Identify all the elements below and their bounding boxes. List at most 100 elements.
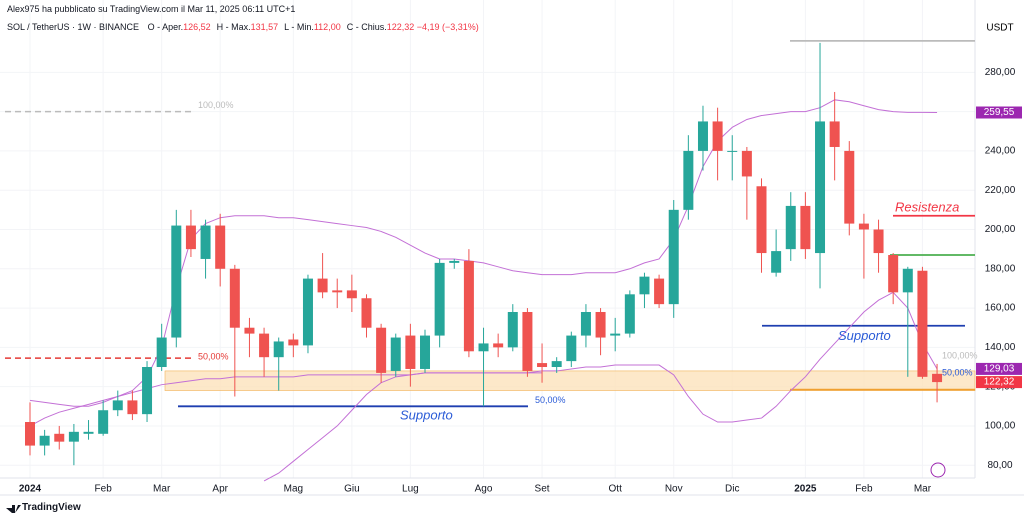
price-tag — [976, 376, 1022, 389]
candle-body — [185, 225, 196, 250]
price-label: 259,55 — [984, 107, 1015, 118]
candle-body — [932, 373, 943, 383]
candle-body — [683, 150, 694, 210]
x-tick-label: Mar — [153, 484, 171, 495]
candle-body — [902, 268, 913, 293]
candle-body — [39, 435, 50, 446]
candle-body — [200, 225, 211, 259]
y-tick-label: 220,00 — [985, 185, 1016, 196]
annotation: 100,00% — [198, 100, 234, 110]
candle-body — [493, 343, 504, 348]
candle-body — [273, 341, 284, 358]
candle-body — [815, 121, 826, 254]
y-tick-label: 100,00 — [985, 421, 1016, 432]
candle-body — [112, 400, 123, 411]
candle-body — [771, 251, 782, 273]
y-tick-label: 140,00 — [985, 342, 1016, 353]
y-tick-label: 80,00 — [987, 460, 1012, 471]
candle-body — [639, 276, 650, 295]
candle-body — [522, 311, 533, 371]
price-label: 129,03 — [984, 364, 1015, 375]
annotation: Supporto — [400, 408, 453, 423]
x-tick-label: Nov — [665, 484, 683, 495]
ohlc-value: 126,52 — [183, 22, 211, 32]
candle-body — [259, 333, 270, 358]
legend: SOL / TetherUS · 1W · BINANCE O - Aper.1… — [7, 22, 479, 32]
candle-body — [361, 298, 372, 328]
candle-body — [654, 278, 665, 305]
y-tick-label: 180,00 — [985, 263, 1016, 274]
candle-body — [142, 367, 153, 415]
candle-body — [844, 150, 855, 224]
candle-body — [332, 290, 343, 293]
candle-body — [390, 337, 401, 371]
candle-body — [800, 205, 811, 250]
candle-body — [68, 431, 79, 442]
price-tag — [976, 362, 1022, 375]
ohlc-key: C - Chius. — [346, 22, 387, 32]
candle-body — [288, 339, 299, 346]
annotation: Resistenza — [895, 199, 959, 214]
candle-body — [785, 205, 796, 250]
x-tick-label: Ago — [475, 484, 493, 495]
x-tick-label: Lug — [402, 484, 419, 495]
publisher: Alex975 ha pubblicato su TradingView.com… — [7, 4, 296, 14]
x-tick-label: Dic — [725, 484, 739, 495]
ohlc-key: O - Aper. — [147, 22, 184, 32]
x-tick-label: Mar — [914, 484, 932, 495]
candle-body — [98, 410, 109, 434]
ohlc-key: L - Min. — [284, 22, 314, 32]
candle-body — [83, 431, 94, 434]
band-line — [29, 372, 543, 427]
y-tick-label: 280,00 — [985, 67, 1016, 78]
candle-body — [829, 121, 840, 147]
candle-body — [405, 335, 416, 369]
zone — [164, 370, 976, 391]
y-tick-label: 200,00 — [985, 224, 1016, 235]
candle-body — [756, 186, 767, 254]
candle-body — [551, 361, 562, 368]
ohlc-key: H - Max. — [216, 22, 251, 32]
candle-body — [727, 150, 738, 152]
price-label: 122,32 — [984, 377, 1015, 388]
candle-body — [156, 337, 167, 368]
symbol: SOL / TetherUS · 1W · BINANCE — [7, 22, 140, 32]
annotation: 50,00% — [942, 367, 973, 377]
y-tick-label: 240,00 — [985, 146, 1016, 157]
band-line — [29, 99, 938, 407]
candle-body — [346, 290, 357, 299]
candle-body — [478, 343, 489, 352]
x-tick-label: Ott — [609, 484, 623, 495]
y-tick-label: 120,00 — [985, 381, 1016, 392]
x-tick-label: Mag — [284, 484, 303, 495]
change: −4,19 (−3,31%) — [416, 22, 479, 32]
x-tick-label: 2025 — [794, 484, 817, 495]
candle-body — [537, 363, 548, 368]
x-tick-label: Giu — [344, 484, 360, 495]
candle-body — [463, 260, 474, 352]
candle-body — [873, 229, 884, 254]
candle-body — [449, 260, 460, 263]
ohlc: O - Aper.126,52 H - Max.131,57 L - Min.112… — [142, 22, 415, 32]
ohlc-value: 122,32 — [386, 22, 415, 32]
x-tick-label: Apr — [212, 484, 228, 495]
candle-body — [917, 270, 928, 377]
candle-body — [54, 433, 65, 442]
candle-body — [25, 422, 35, 446]
candle-body — [127, 400, 138, 415]
candle-body — [624, 294, 635, 334]
candle-body — [171, 225, 182, 338]
candle-body — [302, 278, 313, 346]
candle-body — [712, 121, 723, 151]
x-tick-label: Feb — [95, 484, 113, 495]
band-line — [263, 291, 938, 482]
y-tick-label: 160,00 — [985, 303, 1016, 314]
annotation: 50,00% — [198, 352, 229, 362]
candle-body — [434, 262, 445, 336]
ohlc-value: 112,00 — [313, 22, 341, 32]
ohlc-value: 131,57 — [250, 22, 279, 32]
candle-body — [420, 335, 431, 369]
x-tick-label: Set — [535, 484, 550, 495]
